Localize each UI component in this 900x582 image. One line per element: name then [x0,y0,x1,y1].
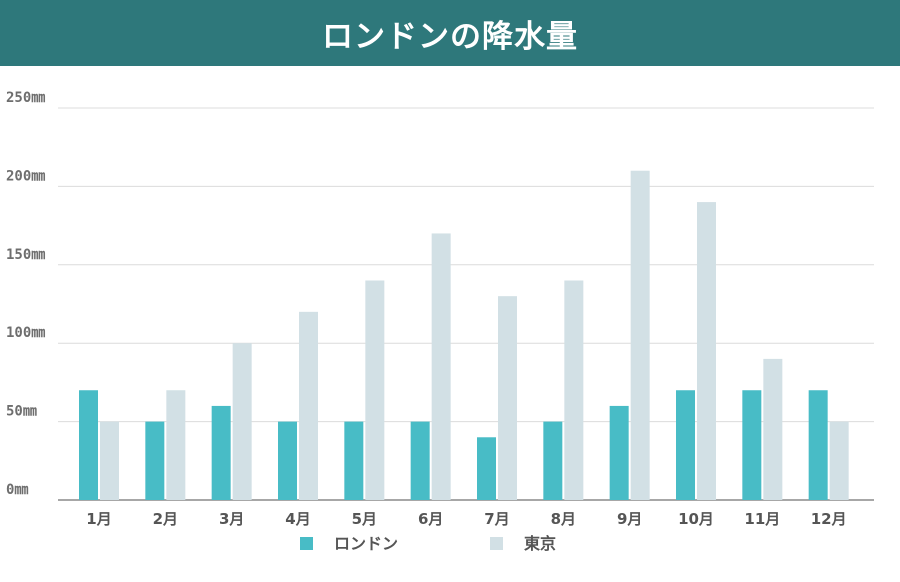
bar-tokyo [166,390,186,500]
x-tick-label: 2月 [153,510,178,528]
bar-tokyo [431,233,451,500]
x-tick-label: 3月 [219,510,244,528]
y-tick-label: 200㎜ [6,168,45,184]
x-tick-label: 7月 [484,510,509,528]
bar-chart: 0㎜ 50㎜ 100㎜ 150㎜ 200㎜ 250㎜ 1月 2月 3月 4月 5月 6月 7月 8月 9月 1… [6,90,874,553]
bar-london [609,405,629,500]
x-tick-label: 9月 [617,510,642,528]
legend-label: 東京 [524,534,556,553]
bar-tokyo [697,202,716,500]
bar-london [808,390,828,500]
x-tick-label: 11月 [744,510,780,528]
chart-title-bar: ロンドンの降水量 [0,0,900,66]
x-tick-label: 4月 [285,510,310,528]
legend-label: ロンドン [334,534,398,553]
legend-swatch [300,537,313,550]
bar-london [344,421,364,500]
x-tick-label: 1月 [86,510,111,528]
bar-tokyo [829,421,849,500]
x-tick-label: 8月 [551,510,576,528]
x-tick-label: 10月 [678,510,714,528]
bar-tokyo [299,311,318,500]
bar-london [79,390,98,500]
bar-london [211,405,231,500]
bar-london [145,421,165,500]
y-tick-label: 50㎜ [6,404,37,420]
y-tick-label: 250㎜ [6,90,45,106]
y-tick-label: 100㎜ [6,325,45,341]
x-tick-label: 6月 [418,510,443,528]
bar-tokyo [498,296,517,500]
bar-tokyo [564,280,584,500]
bar-tokyo [365,280,385,500]
bar-london [477,437,496,500]
bar-tokyo [232,343,252,500]
bar-london [742,390,762,500]
x-tick-label: 12月 [811,510,847,528]
bar-london [278,421,297,500]
bar-london [676,390,695,500]
bar-tokyo [100,421,119,500]
bar-tokyo [763,358,783,500]
bar-london [410,421,430,500]
bar-london [543,421,563,500]
y-tick-label: 0㎜ [6,482,28,498]
y-tick-label: 150㎜ [6,247,45,263]
chart-title: ロンドンの降水量 [322,18,578,55]
x-tick-label: 5月 [352,510,377,528]
legend-swatch [490,537,503,550]
chart-area: 0㎜ 50㎜ 100㎜ 150㎜ 200㎜ 250㎜ 1月 2月 3月 4月 5月 6月 7月 8月 9月 1… [0,66,900,578]
bar-tokyo [630,170,650,500]
